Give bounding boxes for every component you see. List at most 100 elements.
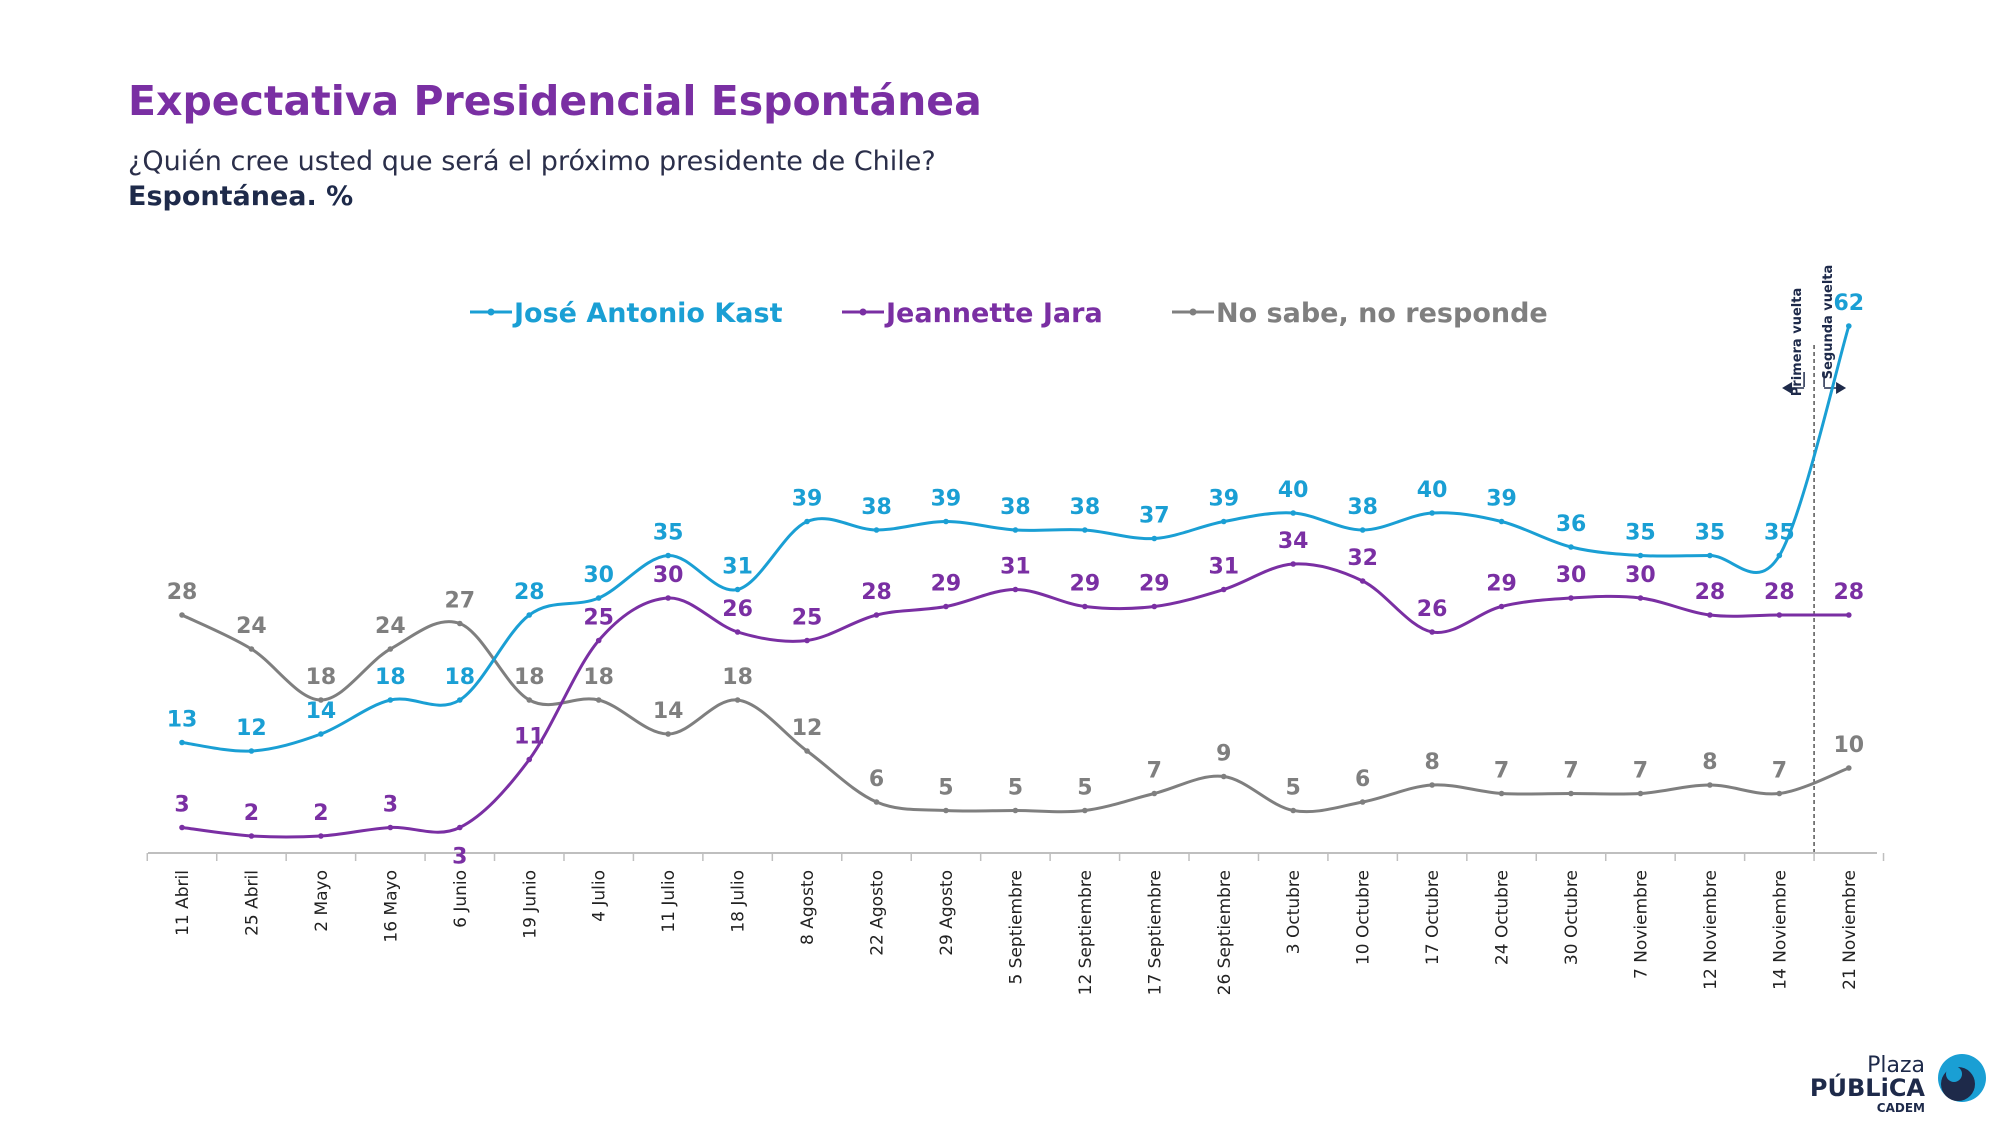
label-kast-4: 18 xyxy=(444,665,475,690)
label-kast-14: 37 xyxy=(1139,504,1170,529)
label-jara-13: 29 xyxy=(1070,572,1101,597)
point-nsnr-6 xyxy=(595,697,602,703)
point-nsnr-11 xyxy=(943,807,949,814)
label-kast-22: 35 xyxy=(1695,521,1726,546)
tick-label-0: 11 Abril xyxy=(173,870,193,936)
point-nsnr-19 xyxy=(1498,790,1505,797)
label-jara-18: 26 xyxy=(1417,597,1448,622)
point-kast-2 xyxy=(318,731,324,737)
point-jara-4 xyxy=(457,824,463,831)
point-nsnr-18 xyxy=(1429,782,1435,788)
plaza-publica-logo: Plaza PÚBLiCA CADEM xyxy=(1810,1053,1986,1115)
point-jara-1 xyxy=(248,833,255,839)
point-kast-17 xyxy=(1359,527,1366,533)
label-jara-20: 30 xyxy=(1556,563,1587,588)
tick-label-5: 19 Junio xyxy=(520,870,540,939)
point-nsnr-3 xyxy=(387,646,394,652)
point-jara-13 xyxy=(1082,603,1088,610)
point-kast-12 xyxy=(1012,527,1019,533)
logo-bubble-dot-icon xyxy=(1946,1066,1962,1082)
round-markers: Primera vuelta Segunda vuelta xyxy=(1782,265,1847,853)
label-kast-11: 39 xyxy=(931,487,962,512)
label-kast-17: 38 xyxy=(1347,495,1378,520)
point-kast-18 xyxy=(1429,510,1435,516)
label-kast-12: 38 xyxy=(1000,495,1031,520)
point-nsnr-16 xyxy=(1290,807,1296,814)
point-nsnr-4 xyxy=(457,620,463,627)
point-nsnr-22 xyxy=(1707,782,1713,788)
point-kast-9 xyxy=(804,518,810,525)
point-jara-18 xyxy=(1429,629,1435,635)
point-kast-15 xyxy=(1220,518,1227,525)
label-kast-2: 14 xyxy=(306,699,337,724)
label-jara-14: 29 xyxy=(1139,572,1170,597)
tick-label-9: 8 Agosto xyxy=(798,870,818,945)
chart-title: Expectativa Presidencial Espontánea xyxy=(128,77,982,125)
point-jara-17 xyxy=(1359,578,1366,584)
label-jara-9: 25 xyxy=(792,606,823,631)
point-nsnr-14 xyxy=(1151,790,1158,797)
label-kast-3: 18 xyxy=(375,665,406,690)
point-nsnr-20 xyxy=(1568,790,1574,797)
label-nsnr-23: 7 xyxy=(1772,759,1787,784)
point-jara-11 xyxy=(943,603,949,610)
label-jara-23: 28 xyxy=(1764,580,1795,605)
point-kast-10 xyxy=(873,527,880,533)
point-kast-23 xyxy=(1776,552,1783,559)
label-jara-21: 30 xyxy=(1625,563,1656,588)
point-kast-16 xyxy=(1290,510,1296,516)
point-kast-8 xyxy=(734,586,741,593)
tick-label-8: 18 Julio xyxy=(729,870,749,933)
label-nsnr-19: 7 xyxy=(1494,759,1509,784)
label-nsnr-20: 7 xyxy=(1563,759,1578,784)
point-kast-6 xyxy=(595,595,602,601)
label-jara-3: 3 xyxy=(383,793,398,818)
point-nsnr-8 xyxy=(734,697,741,703)
label-kast-13: 38 xyxy=(1070,495,1101,520)
point-jara-10 xyxy=(873,612,880,618)
point-jara-7 xyxy=(665,595,671,601)
legend-marker-jara xyxy=(859,308,867,316)
point-nsnr-17 xyxy=(1359,799,1366,805)
label-kast-7: 35 xyxy=(653,521,684,546)
label-kast-8: 31 xyxy=(722,555,753,580)
point-jara-0 xyxy=(179,824,185,831)
label-kast-1: 12 xyxy=(236,716,267,741)
logo-line-2: PÚBLiCA xyxy=(1810,1072,1926,1102)
label-nsnr-7: 14 xyxy=(653,699,684,724)
tick-label-7: 11 Julio xyxy=(659,870,679,933)
point-jara-6 xyxy=(595,637,602,644)
label-jara-1: 2 xyxy=(244,801,259,826)
point-jara-22 xyxy=(1707,612,1713,618)
segunda-vuelta-label: Segunda vuelta xyxy=(1821,265,1836,380)
point-kast-21 xyxy=(1637,552,1644,559)
tick-label-13: 12 Septiembre xyxy=(1076,870,1096,995)
label-jara-12: 31 xyxy=(1000,555,1031,580)
label-nsnr-9: 12 xyxy=(792,716,823,741)
point-jara-9 xyxy=(804,637,810,644)
legend-label-jara: Jeannette Jara xyxy=(884,298,1103,329)
label-jara-5: 11 xyxy=(514,725,545,750)
label-jara-10: 28 xyxy=(861,580,892,605)
label-nsnr-16: 5 xyxy=(1286,776,1301,801)
point-nsnr-5 xyxy=(526,697,533,703)
legend: José Antonio Kast Jeannette Jara No sabe, … xyxy=(470,298,1548,329)
label-jara-15: 31 xyxy=(1208,555,1239,580)
unit-note: Espontánea. % xyxy=(128,181,353,212)
legend-label-kast: José Antonio Kast xyxy=(512,298,783,329)
tick-label-11: 29 Agosto xyxy=(937,870,957,956)
tick-label-12: 5 Septiembre xyxy=(1006,870,1026,985)
label-kast-10: 38 xyxy=(861,495,892,520)
tick-label-23: 14 Noviembre xyxy=(1770,870,1790,990)
tick-label-22: 12 Noviembre xyxy=(1701,870,1721,990)
point-nsnr-10 xyxy=(873,799,880,805)
label-nsnr-10: 6 xyxy=(869,767,884,792)
tick-label-16: 3 Octubre xyxy=(1284,870,1304,954)
label-nsnr-12: 5 xyxy=(1008,776,1023,801)
point-kast-14 xyxy=(1151,535,1158,542)
point-kast-4 xyxy=(457,697,463,703)
logo-line-3: CADEM xyxy=(1877,1101,1925,1115)
point-kast-3 xyxy=(387,697,394,703)
